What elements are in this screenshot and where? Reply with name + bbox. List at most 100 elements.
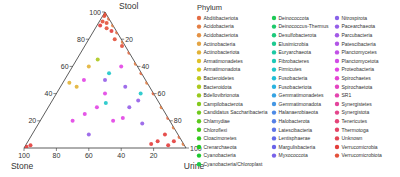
legend-label: Cloacimonetes	[204, 135, 238, 141]
point	[145, 81, 149, 85]
legend-swatch	[335, 119, 339, 123]
point	[136, 98, 140, 102]
legend-label: Candidatus Saccharibacteria	[204, 109, 268, 115]
legend-swatch	[272, 128, 276, 132]
legend-label: Armatimonadetes	[204, 58, 244, 64]
tick	[121, 148, 122, 151]
point	[156, 139, 160, 143]
point	[24, 145, 28, 149]
legend-label: Margulisbacteria	[279, 144, 316, 150]
tick-label: 100	[190, 145, 202, 152]
legend-label: Chlamydiae	[204, 118, 231, 124]
point	[134, 62, 138, 66]
legend-label: Parcubacteria	[342, 32, 373, 38]
legend-swatch	[335, 50, 339, 54]
legend-swatch	[335, 76, 339, 80]
tick-label: 80	[77, 36, 85, 43]
legend-label: Halobacterota	[279, 118, 310, 124]
legend-swatch	[335, 42, 339, 46]
point	[111, 119, 115, 123]
legend-label: Bacteroidota	[204, 84, 232, 90]
legend-swatch	[335, 93, 339, 97]
point	[28, 143, 32, 147]
legend-swatch	[272, 110, 276, 114]
tick-label: 80	[174, 117, 182, 124]
legend-swatch	[197, 136, 201, 140]
legend-swatch	[335, 145, 339, 149]
legend-swatch	[272, 153, 276, 157]
point	[178, 135, 182, 139]
point	[75, 85, 79, 89]
point	[87, 64, 91, 68]
legend-label: Cyanobacteria	[204, 152, 236, 158]
tick-label: 60	[61, 63, 69, 70]
legend-swatch	[335, 102, 339, 106]
legend-swatch	[272, 50, 276, 54]
legend-swatch	[272, 16, 276, 20]
point	[163, 132, 167, 136]
legend-swatch	[272, 102, 276, 106]
tick	[154, 93, 157, 94]
point	[98, 24, 102, 28]
legend-label: Unknown	[342, 135, 363, 141]
tick	[24, 148, 25, 151]
legend-swatch	[335, 59, 339, 63]
point	[166, 143, 170, 147]
legend-label: Acidobacteria	[204, 23, 235, 29]
point	[152, 92, 156, 96]
legend-swatch	[197, 153, 201, 157]
tick	[86, 39, 89, 40]
legend-swatch	[197, 128, 201, 132]
legend-swatch	[197, 67, 201, 71]
legend-label: Synergistota	[342, 109, 370, 115]
legend-label: Fusobacteria	[279, 75, 308, 81]
axis-title: Urine	[184, 161, 205, 171]
legend-label: Verrucomicrobia	[342, 144, 378, 150]
tick	[121, 39, 124, 40]
legend-label: Firmicutes	[279, 66, 303, 72]
legend-label: Deinococcota	[279, 15, 310, 21]
legend-label: Fusobacteriota	[279, 84, 312, 90]
legend-label: Chloroflexi	[204, 127, 228, 133]
tick-label: 100	[89, 9, 101, 16]
tick-label: 40	[141, 63, 149, 70]
legend-swatch	[197, 93, 201, 97]
tick	[102, 12, 105, 13]
point	[121, 40, 125, 44]
point	[105, 26, 109, 30]
point	[121, 116, 125, 120]
legend-swatch	[272, 136, 276, 140]
legend: PhylumAbditibacteriotaAcidobacteriaAcido…	[197, 3, 382, 167]
legend-label: Pacearchaeota	[342, 23, 376, 29]
legend-label: Nitrospirota	[342, 15, 368, 21]
point	[115, 30, 119, 34]
legend-swatch	[197, 16, 201, 20]
legend-label: Spirochaetes	[342, 75, 372, 81]
legend-swatch	[272, 42, 276, 46]
legend-label: Thermotoga	[342, 127, 369, 133]
legend-label: Actinobacteria	[204, 41, 236, 47]
tick	[53, 93, 56, 94]
legend-label: Campilobacterota	[204, 101, 243, 107]
legend-swatch	[272, 145, 276, 149]
point	[140, 122, 144, 126]
points	[24, 10, 185, 149]
legend-swatch	[197, 59, 201, 63]
point	[172, 126, 176, 130]
tick	[37, 120, 40, 121]
legend-label: Cyanobacteria/Chloroplast	[204, 161, 264, 167]
legend-label: Elusimicrobia	[279, 41, 309, 47]
legend-label: Planctomycetes	[342, 49, 378, 55]
legend-label: Crenarchaeota	[204, 144, 237, 150]
point	[95, 105, 99, 109]
point	[127, 105, 131, 109]
legend-swatch	[197, 110, 201, 114]
legend-swatch	[197, 85, 201, 89]
point	[119, 64, 123, 68]
legend-swatch	[272, 85, 276, 89]
legend-swatch	[335, 24, 339, 28]
tick-label: 20	[125, 36, 133, 43]
legend-title: Phylum	[197, 3, 222, 12]
tick	[70, 66, 73, 67]
legend-label: Patescibacteria	[342, 41, 376, 47]
